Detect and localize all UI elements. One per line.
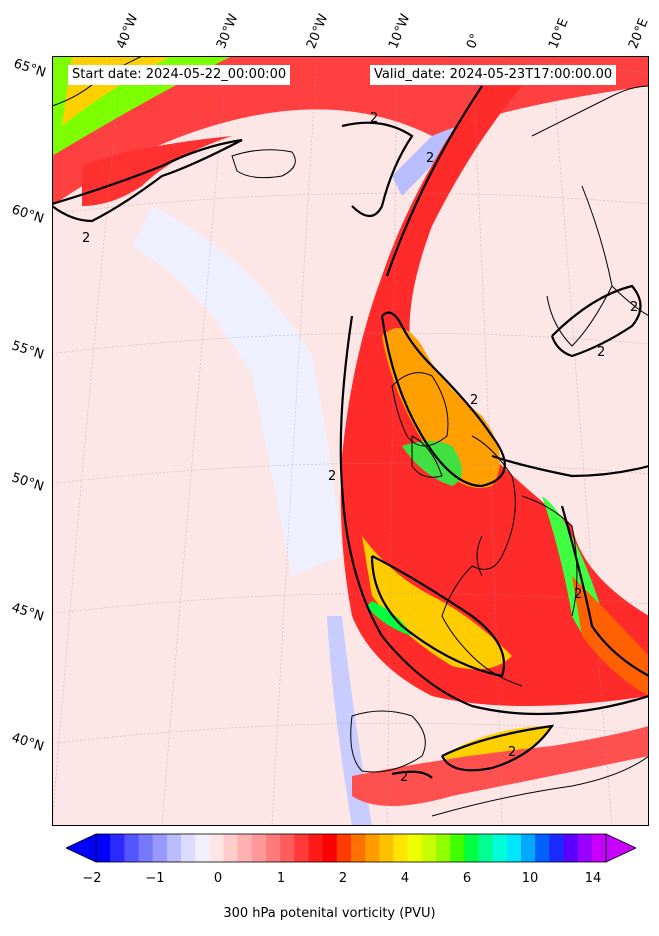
lon-label-20e: 20°E <box>626 16 652 51</box>
colorbar-cell <box>464 834 479 862</box>
colorbar-cell <box>563 834 579 862</box>
colorbar-max-arrow <box>605 833 636 863</box>
colorbar-cell <box>393 834 409 862</box>
lat-label-40n: 40°N <box>9 730 46 755</box>
colorbar-tick: 6 <box>462 871 472 886</box>
colorbar-cell <box>181 834 196 862</box>
colorbar-cell <box>336 834 352 862</box>
colorbar-cell <box>549 834 564 862</box>
colorbar-cell <box>209 834 224 862</box>
colorbar-cell <box>124 834 139 862</box>
colorbar-cell <box>535 834 550 862</box>
colorbar-cell <box>577 834 593 862</box>
colorbar <box>66 833 636 863</box>
colorbar-cell <box>308 834 324 862</box>
colorbar-cell <box>152 834 168 862</box>
colorbar-cell <box>294 834 309 862</box>
lon-label-20w: 20°W <box>304 12 332 51</box>
contour-label: 2 <box>470 393 478 408</box>
lat-label-55n: 55°N <box>9 338 46 363</box>
valid-date-label: Valid_date: 2024-05-23T17:00:00.00 <box>370 65 617 85</box>
colorbar-tick: 14 <box>584 871 602 886</box>
colorbar-tick: 0 <box>213 871 223 886</box>
colorbar-tick: 1 <box>276 871 286 886</box>
colorbar-cell <box>138 834 154 862</box>
colorbar-cell <box>110 834 125 862</box>
colorbar-cell <box>436 834 451 862</box>
colorbar-cell <box>407 834 423 862</box>
contour-label: 2 <box>82 231 90 246</box>
colorbar-tick: −1 <box>145 871 165 886</box>
colorbar-title: 300 hPa potenital vorticity (PVU) <box>223 906 436 921</box>
contour-label: 2 <box>328 469 336 484</box>
colorbar-cell <box>280 834 295 862</box>
colorbar-cell <box>237 834 253 862</box>
contour-label: 2 <box>630 300 638 315</box>
colorbar-cell <box>521 834 536 862</box>
colorbar-cell <box>96 834 111 862</box>
colorbar-cell <box>166 834 182 862</box>
colorbar-tick: −2 <box>82 871 102 886</box>
lat-label-65n: 65°N <box>11 56 48 81</box>
pv-map: 2 2 2 2 2 2 2 2 2 2 <box>52 56 649 826</box>
colorbar-tick: 2 <box>338 871 348 886</box>
contour-label: 2 <box>508 745 516 760</box>
colorbar-cell <box>251 834 267 862</box>
lat-label-60n: 60°N <box>9 202 46 227</box>
colorbar-cell <box>223 834 239 862</box>
contour-label: 2 <box>400 770 408 785</box>
lon-label-40w: 40°W <box>114 12 142 51</box>
colorbar-tick: 4 <box>400 871 410 886</box>
contour-label: 2 <box>574 587 582 602</box>
colorbar-cell <box>506 834 522 862</box>
start-date-label: Start date: 2024-05-22_00:00:00 <box>68 65 291 85</box>
colorbar-cell <box>591 834 607 862</box>
colorbar-cell <box>322 834 338 862</box>
contour-label: 2 <box>426 151 434 166</box>
colorbar-cell <box>365 834 380 862</box>
lat-label-50n: 50°N <box>9 470 46 495</box>
colorbar-cell <box>379 834 394 862</box>
colorbar-cell <box>450 834 465 862</box>
colorbar-cell <box>351 834 366 862</box>
colorbar-cell <box>266 834 281 862</box>
lon-label-30w: 30°W <box>214 12 242 51</box>
colorbar-cell <box>492 834 508 862</box>
lon-label-10e: 10°E <box>546 16 572 51</box>
colorbar-cell <box>421 834 437 862</box>
lat-label-45n: 45°N <box>9 600 46 625</box>
colorbar-tick: 10 <box>521 871 539 886</box>
contour-label: 2 <box>370 111 378 126</box>
colorbar-cell <box>478 834 494 862</box>
contour-label: 2 <box>597 345 605 360</box>
lon-label-10w: 10°W <box>386 12 414 51</box>
colorbar-min-arrow <box>66 833 97 863</box>
colorbar-cell <box>195 834 210 862</box>
lon-label-0: 0° <box>464 31 484 51</box>
